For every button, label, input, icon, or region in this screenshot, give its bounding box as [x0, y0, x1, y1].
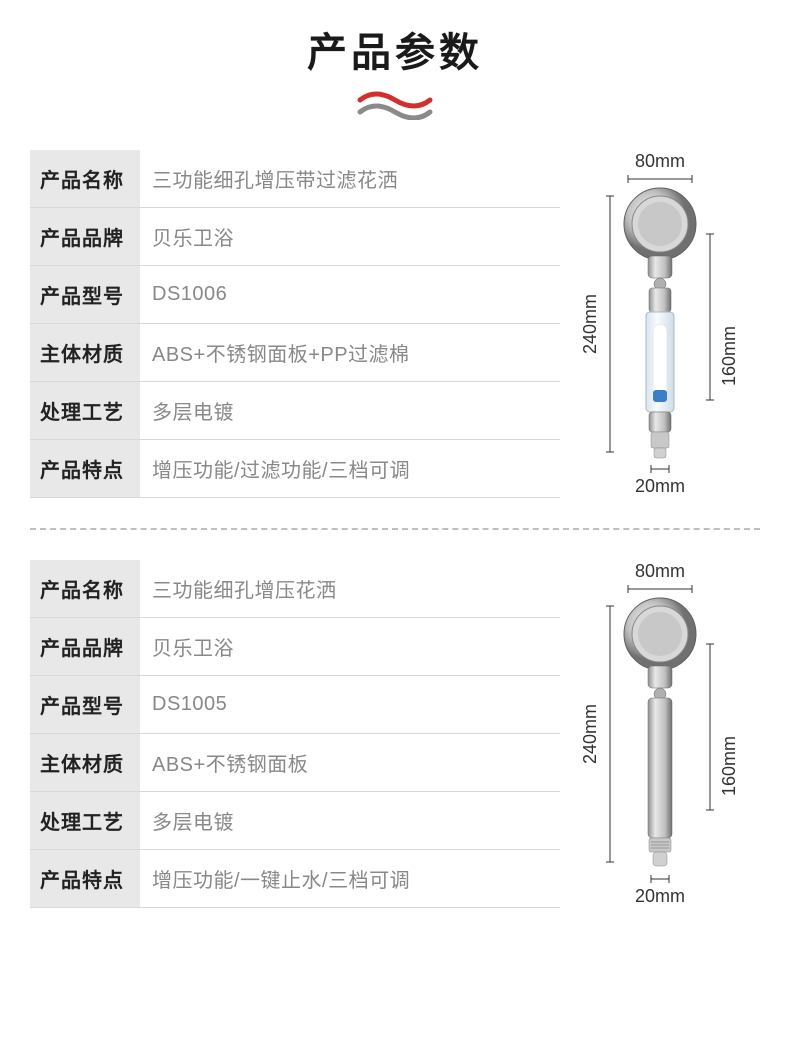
spec-row: 处理工艺 多层电镀 [30, 382, 560, 440]
dimension-right: 160mm [705, 642, 740, 827]
spec-value: 三功能细孔增压带过滤花洒 [140, 150, 560, 207]
arrow-horizontal-icon [626, 174, 694, 184]
dimension-left: 240mm [580, 604, 615, 864]
dimension-top-label: 80mm [635, 561, 685, 582]
spec-row: 处理工艺 多层电镀 [30, 792, 560, 850]
dimension-left-label: 240mm [580, 704, 601, 764]
dimension-bottom: 20mm [635, 464, 685, 497]
spec-table-2: 产品名称 三功能细孔增压花洒 产品品牌 贝乐卫浴 产品型号 DS1005 主体材… [30, 560, 560, 908]
spec-label: 产品名称 [30, 150, 140, 207]
shower-head-icon [615, 594, 705, 874]
spec-row: 产品名称 三功能细孔增压带过滤花洒 [30, 150, 560, 208]
spec-row: 主体材质 ABS+不锈钢面板+PP过滤棉 [30, 324, 560, 382]
spec-label: 主体材质 [30, 324, 140, 381]
dimension-left-label: 240mm [580, 294, 601, 354]
wave-divider-icon [0, 90, 790, 120]
spec-row: 产品特点 增压功能/一键止水/三档可调 [30, 850, 560, 908]
spec-label: 产品品牌 [30, 208, 140, 265]
dimension-bottom-label: 20mm [635, 476, 685, 497]
product-image-box-1: 80mm 240mm [560, 151, 760, 497]
spec-value: 三功能细孔增压花洒 [140, 560, 560, 617]
product-section-1: 产品名称 三功能细孔增压带过滤花洒 产品品牌 贝乐卫浴 产品型号 DS1006 … [0, 150, 790, 498]
arrow-vertical-icon [605, 604, 615, 864]
arrow-vertical-icon [705, 232, 715, 402]
dimension-left: 240mm [580, 194, 615, 454]
spec-value: 多层电镀 [140, 382, 560, 439]
spec-label: 产品型号 [30, 676, 140, 733]
spec-label: 产品品牌 [30, 618, 140, 675]
dimension-right-label: 160mm [719, 326, 740, 386]
spec-value: ABS+不锈钢面板+PP过滤棉 [140, 324, 560, 381]
spec-row: 产品型号 DS1005 [30, 676, 560, 734]
spec-row: 产品型号 DS1006 [30, 266, 560, 324]
arrow-horizontal-icon [649, 464, 671, 474]
spec-row: 产品特点 增压功能/过滤功能/三档可调 [30, 440, 560, 498]
arrow-horizontal-icon [649, 874, 671, 884]
spec-row: 主体材质 ABS+不锈钢面板 [30, 734, 560, 792]
dimension-bottom: 20mm [635, 874, 685, 907]
spec-value: DS1005 [140, 679, 560, 730]
spec-label: 处理工艺 [30, 792, 140, 849]
spec-value: ABS+不锈钢面板 [140, 734, 560, 791]
spec-label: 产品型号 [30, 266, 140, 323]
arrow-horizontal-icon [626, 584, 694, 594]
product-section-2: 产品名称 三功能细孔增压花洒 产品品牌 贝乐卫浴 产品型号 DS1005 主体材… [0, 560, 790, 908]
spec-label: 处理工艺 [30, 382, 140, 439]
spec-row: 产品品牌 贝乐卫浴 [30, 208, 560, 266]
spec-value: 贝乐卫浴 [140, 208, 560, 265]
spec-value: 贝乐卫浴 [140, 618, 560, 675]
page-container: 产品参数 产品名称 三功能细孔增压带过滤花洒 产品品牌 贝乐卫浴 产品型号 DS… [0, 0, 790, 908]
spec-label: 产品特点 [30, 850, 140, 907]
dimension-top: 80mm [626, 561, 694, 594]
dimension-top: 80mm [626, 151, 694, 184]
spec-label: 主体材质 [30, 734, 140, 791]
spec-value: 增压功能/一键止水/三档可调 [140, 850, 560, 907]
spec-value: DS1006 [140, 269, 560, 320]
arrow-vertical-icon [705, 642, 715, 812]
spec-row: 产品名称 三功能细孔增压花洒 [30, 560, 560, 618]
page-title: 产品参数 [0, 20, 790, 78]
spec-label: 产品特点 [30, 440, 140, 497]
dashed-divider [30, 528, 760, 530]
spec-value: 多层电镀 [140, 792, 560, 849]
product-image-box-2: 80mm 240mm [560, 561, 760, 907]
dimension-right: 160mm [705, 232, 740, 417]
spec-row: 产品品牌 贝乐卫浴 [30, 618, 560, 676]
shower-head-filter-icon [615, 184, 705, 464]
spec-table-1: 产品名称 三功能细孔增压带过滤花洒 产品品牌 贝乐卫浴 产品型号 DS1006 … [30, 150, 560, 498]
spec-label: 产品名称 [30, 560, 140, 617]
dimension-bottom-label: 20mm [635, 886, 685, 907]
arrow-vertical-icon [605, 194, 615, 454]
dimension-right-label: 160mm [719, 736, 740, 796]
spec-value: 增压功能/过滤功能/三档可调 [140, 440, 560, 497]
dimension-top-label: 80mm [635, 151, 685, 172]
